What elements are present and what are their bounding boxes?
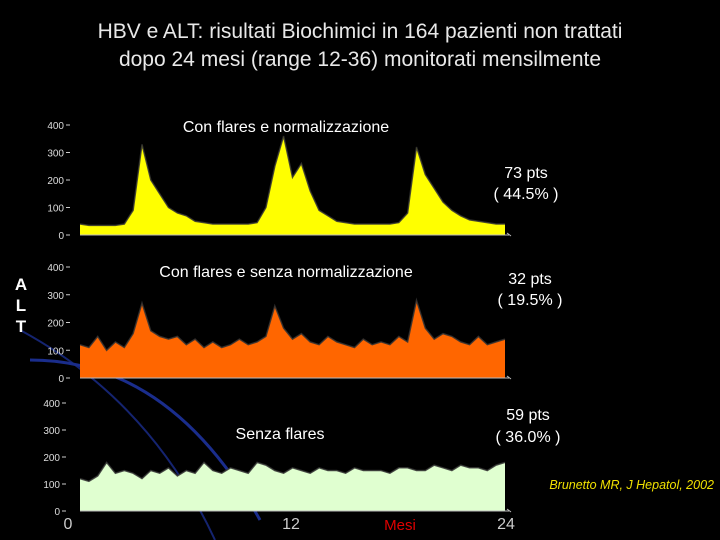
title-line-1: HBV e ALT: risultati Biochimici in 164 p… xyxy=(97,20,623,43)
y-tick-label: 300 xyxy=(47,149,64,160)
x-axis-end-tick xyxy=(506,375,512,380)
x-tick-label: 12 xyxy=(282,516,300,533)
y-tick-label: 300 xyxy=(43,426,60,437)
y-axis-letter: L xyxy=(15,296,27,315)
y-tick-label: 100 xyxy=(47,346,64,357)
title-line-2: dopo 24 mesi (range 12-36) monitorati me… xyxy=(118,48,602,71)
series-line xyxy=(79,461,506,483)
y-axis-letter: T xyxy=(15,317,27,336)
y-tick-label: 200 xyxy=(47,319,64,330)
series-area xyxy=(80,136,505,235)
x-tick-label: 24 xyxy=(497,516,515,533)
patient-percentage: ( 44.5% ) xyxy=(494,186,559,203)
citation: Brunetto MR, J Hepatol, 2002 xyxy=(549,478,714,492)
y-tick-label: 400 xyxy=(47,121,64,132)
y-tick-label: 400 xyxy=(43,399,60,410)
y-tick-label: 400 xyxy=(47,263,64,274)
y-tick-label: 200 xyxy=(43,453,60,464)
y-tick-label: 0 xyxy=(58,374,64,385)
panel-title: Con flares e normalizzazione xyxy=(183,119,389,136)
panel: 0 100 200 300 400 Senza flares 59 pts ( 36.0% ) xyxy=(43,399,560,518)
x-axis-label: Mesi xyxy=(384,517,416,534)
y-tick-label: 0 xyxy=(54,507,60,518)
x-axis-end-tick xyxy=(506,508,512,513)
patient-count: 32 pts xyxy=(508,271,552,288)
y-tick-label: 100 xyxy=(47,204,64,215)
y-tick-label: 200 xyxy=(47,176,64,187)
series-line xyxy=(79,135,505,227)
patient-count: 73 pts xyxy=(504,165,548,182)
panel-title: Senza flares xyxy=(236,426,325,443)
series-area xyxy=(80,462,505,511)
patient-count: 59 pts xyxy=(506,407,550,424)
y-axis-letter: A xyxy=(14,275,28,294)
y-tick-label: 100 xyxy=(43,480,60,491)
y-tick-label: 300 xyxy=(47,291,64,302)
panel: 0 100 200 300 400 Con flares e senza normaliz… xyxy=(47,263,562,385)
panel-title: Con flares e senza normalizzazione xyxy=(159,264,413,281)
y-axis-label: A L T xyxy=(13,274,29,337)
y-tick-label: 0 xyxy=(58,231,64,242)
patient-percentage: ( 36.0% ) xyxy=(496,429,561,446)
panel: 0 100 200 300 400 Con flares e normalizzazion… xyxy=(47,119,558,242)
slide-title: HBV e ALT: risultati Biochimici in 164 p… xyxy=(0,18,720,74)
patient-percentage: ( 19.5% ) xyxy=(498,292,563,309)
x-tick-label: 0 xyxy=(64,516,73,533)
series-line xyxy=(79,297,506,352)
x-axis-end-tick xyxy=(506,232,512,237)
